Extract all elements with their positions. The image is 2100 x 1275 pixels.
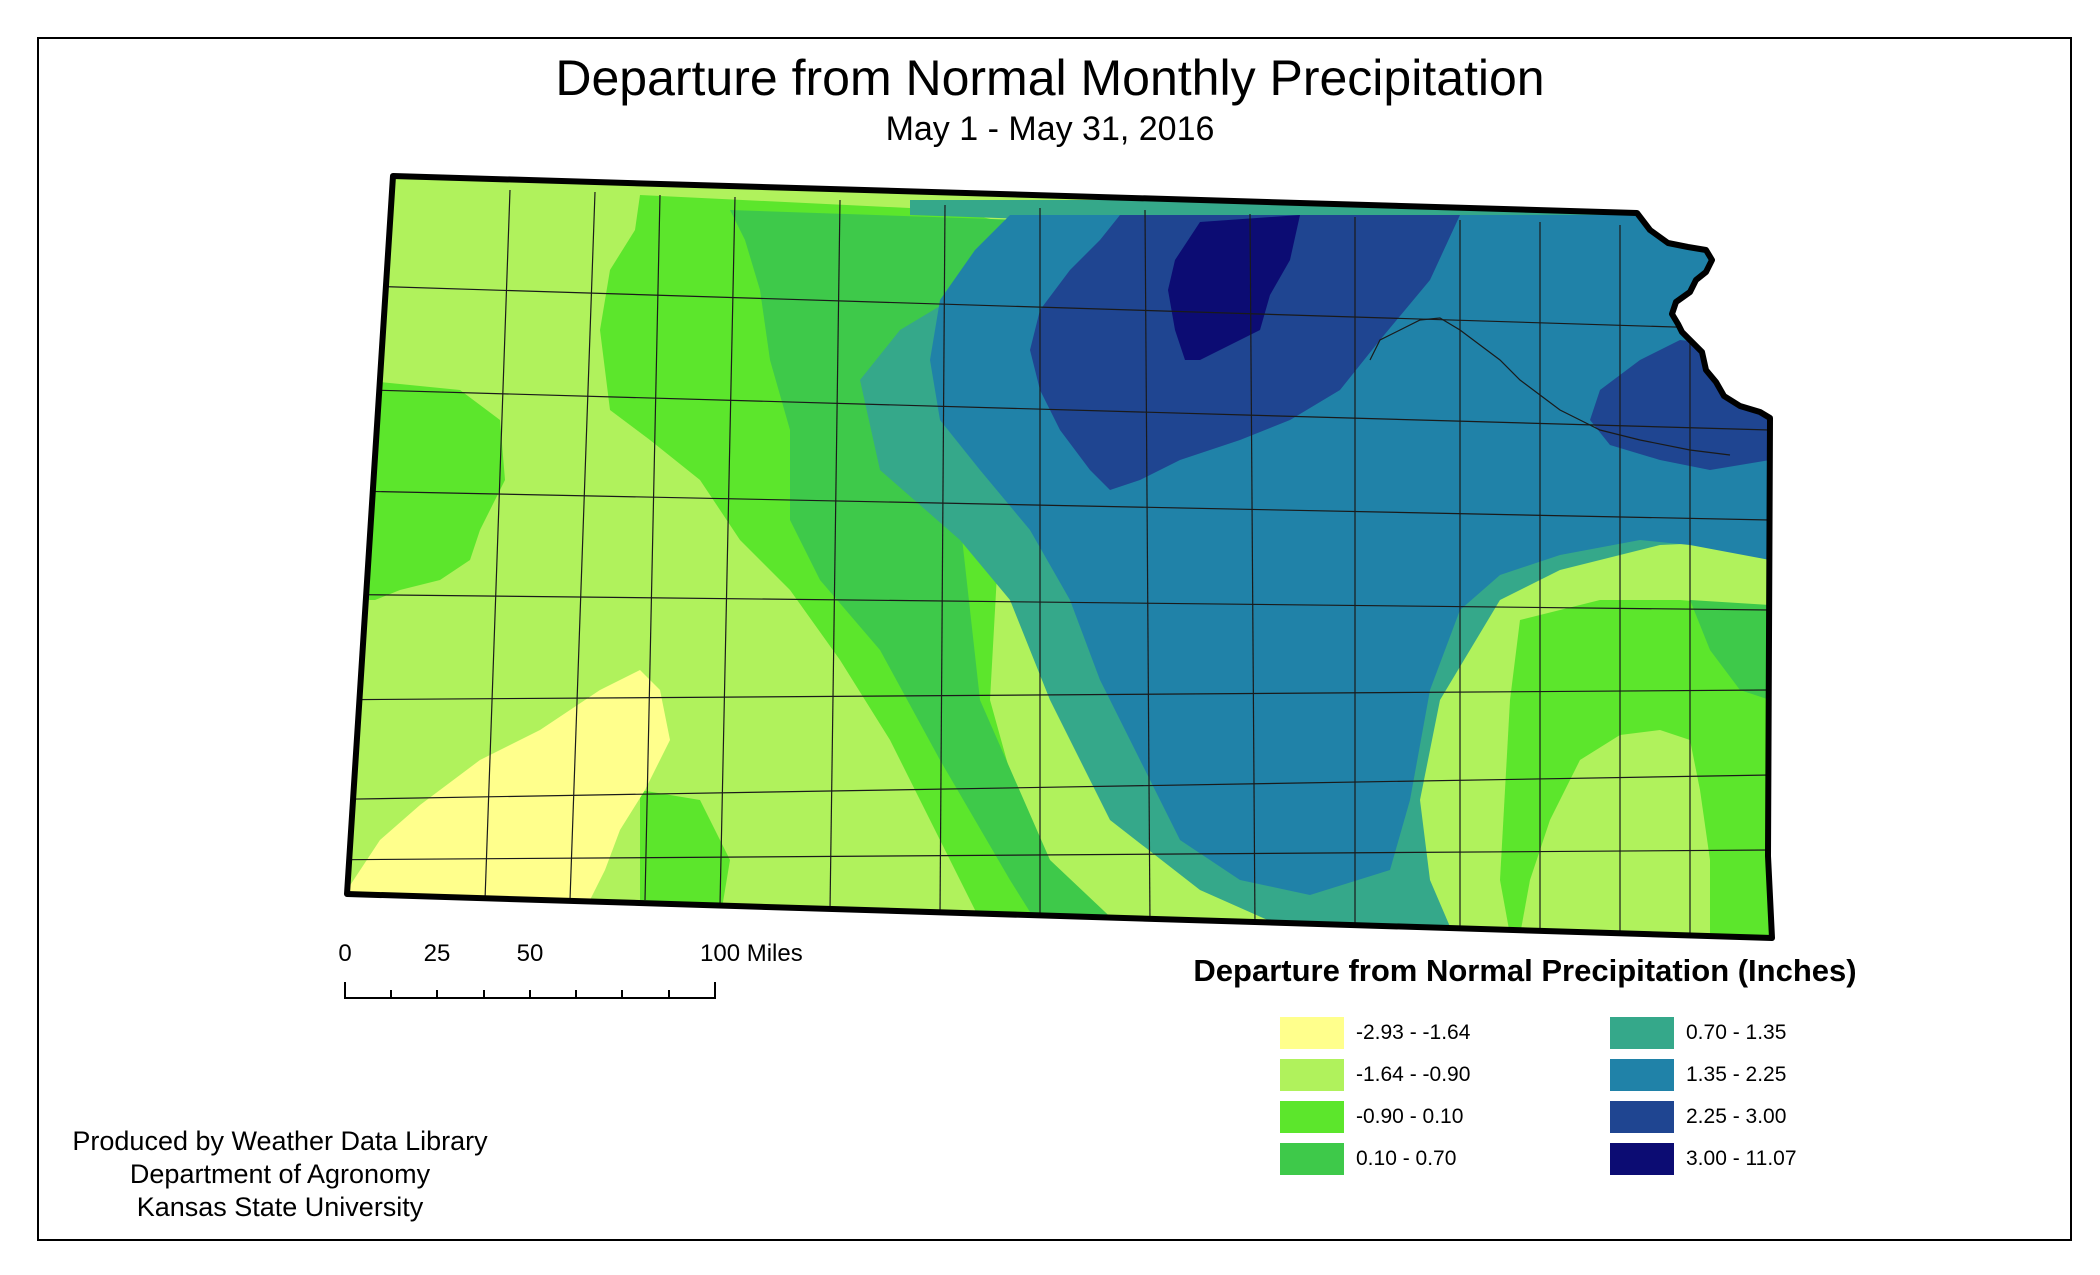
legend-title: Departure from Normal Precipitation (Inc… [1193,953,1857,988]
zone-light-green-southeast [1520,730,1710,935]
legend-item: -0.90 - 0.10 [1280,1101,1463,1133]
legend-item: 3.00 - 11.07 [1610,1143,1797,1175]
legend-label: -2.93 - -1.64 [1356,1021,1471,1044]
legend-swatch [1610,1017,1674,1049]
scale-bar-ticks [344,982,716,999]
scale-label-100-miles: 100 Miles [700,940,803,967]
credit-line-producer: Produced by Weather Data Library [72,1126,488,1156]
precipitation-zones [347,176,1772,938]
legend-swatch [1280,1059,1344,1091]
legend-swatch [1280,1143,1344,1175]
map-frame [37,37,2072,1241]
kansas-river [1369,317,1731,456]
legend-label: -0.90 - 0.10 [1356,1105,1464,1128]
legend-item: -2.93 - -1.64 [1280,1017,1470,1049]
credit-line-department: Department of Agronomy [129,1159,431,1189]
legend-label: 2.25 - 3.00 [1686,1105,1787,1128]
legend-swatch [1280,1101,1344,1133]
legend-item: -1.64 - -0.90 [1280,1059,1470,1091]
map-title: Departure from Normal Monthly Precipitat… [555,50,1545,106]
legend-label: -1.64 - -0.90 [1356,1063,1471,1086]
legend-swatch [1280,1017,1344,1049]
legend-label: 1.35 - 2.25 [1686,1063,1787,1086]
legend-item: 1.35 - 2.25 [1610,1059,1786,1091]
legend-swatch [1610,1143,1674,1175]
zone-mid-green [730,210,1140,938]
scale-label-0: 0 [338,940,352,967]
legend-label: 0.10 - 0.70 [1356,1147,1457,1170]
map-subtitle: May 1 - May 31, 2016 [885,110,1215,148]
kansas-state-outline [344,173,1775,941]
zone-navy [1168,215,1300,360]
credit-line-university: Kansas State University [136,1192,424,1222]
zone-mid-green-southeast [1690,600,1770,700]
zone-dark-blue-central [1030,215,1460,490]
scale-label-25: 25 [423,940,451,967]
credits: Produced by Weather Data Library Departm… [60,1125,500,1224]
legend-item: 0.70 - 1.35 [1610,1017,1786,1049]
zone-green-west [360,380,505,600]
county-boundaries [347,189,1771,936]
legend-label: 3.00 - 11.07 [1686,1147,1797,1170]
legend-label: 0.70 - 1.35 [1686,1021,1787,1044]
legend-item: 2.25 - 3.00 [1610,1101,1786,1133]
scale-label-50: 50 [516,940,544,967]
zone-green-south [640,790,730,920]
legend-swatch [1610,1059,1674,1091]
scale-bar: 0 25 50 100 Miles [330,940,803,1020]
legend-item: 0.10 - 0.70 [1280,1143,1456,1175]
zone-yellow-southwest [347,670,670,900]
legend: -2.93 - -1.64 -1.64 - -0.90 -0.90 - 0.10… [1280,1017,1840,1197]
legend-swatch [1610,1101,1674,1133]
